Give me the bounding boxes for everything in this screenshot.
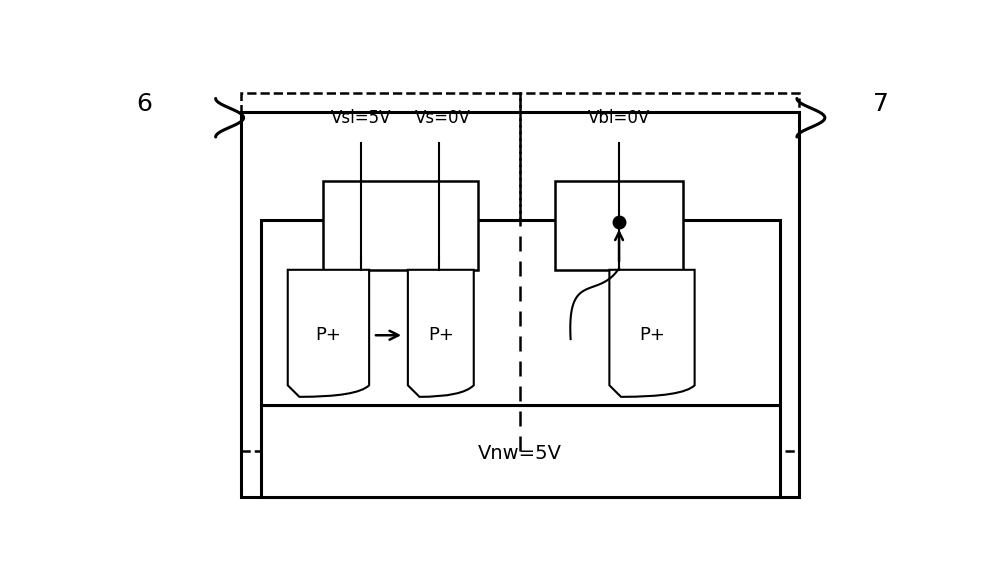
PathPatch shape xyxy=(408,270,474,397)
Text: Vsl=5V: Vsl=5V xyxy=(331,110,392,128)
Text: Vs=0V: Vs=0V xyxy=(415,110,471,128)
Text: P+: P+ xyxy=(639,326,665,345)
Text: Vbl=0V: Vbl=0V xyxy=(588,110,650,128)
Text: P+: P+ xyxy=(316,326,341,345)
Bar xyxy=(261,405,780,497)
Bar xyxy=(520,93,799,451)
Bar xyxy=(241,93,520,451)
Bar xyxy=(261,220,780,405)
PathPatch shape xyxy=(609,270,695,397)
Bar xyxy=(241,112,799,497)
Text: 6: 6 xyxy=(136,92,152,116)
PathPatch shape xyxy=(288,270,369,397)
Text: 7: 7 xyxy=(873,92,889,116)
Text: Vnw=5V: Vnw=5V xyxy=(478,444,562,463)
Text: P+: P+ xyxy=(428,326,454,345)
Bar xyxy=(555,182,683,270)
Bar xyxy=(323,182,478,270)
